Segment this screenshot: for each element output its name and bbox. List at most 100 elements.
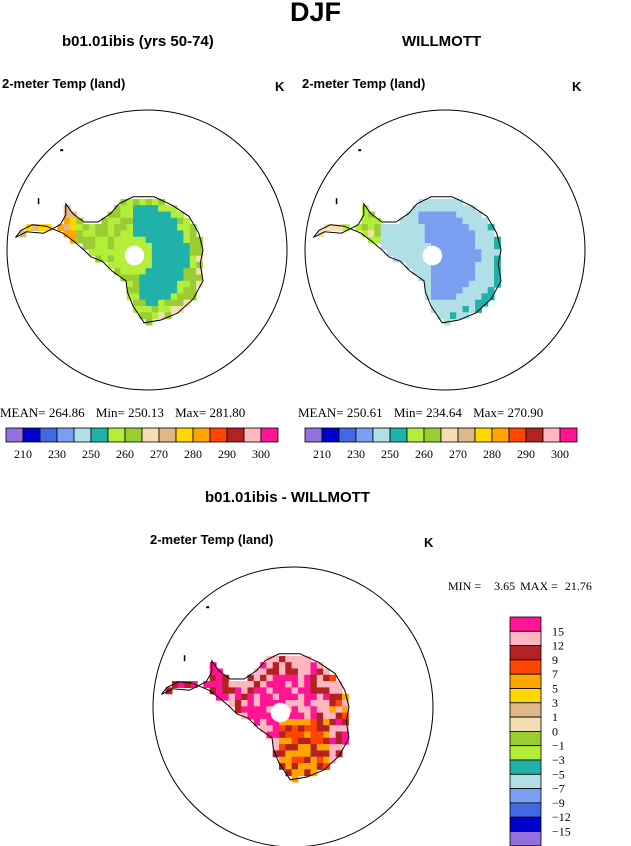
colorbar-swatch: [542, 427, 561, 443]
grid-cell: [285, 756, 293, 764]
grid-cell: [203, 681, 211, 688]
panel2-title: WILLMOTT: [402, 33, 482, 50]
grid-cell: [437, 198, 445, 206]
grid-cell: [431, 287, 438, 294]
grid-cell: [177, 249, 184, 257]
grid-cell: [101, 255, 109, 263]
grid-cell: [177, 274, 184, 282]
grid-cell: [462, 268, 470, 276]
grid-cell: [456, 306, 464, 313]
grid-cell: [164, 205, 172, 213]
grid-cell: [272, 744, 280, 751]
grid-cell: [177, 268, 184, 276]
grid-cell: [139, 236, 147, 244]
grid-cell: [285, 693, 293, 701]
grid-cell: [151, 230, 159, 238]
colorbar-swatch: [243, 427, 262, 443]
grid-cell: [145, 224, 153, 231]
grid-cell: [494, 249, 501, 257]
colorbar-swatch: [509, 745, 542, 761]
grid-cell: [487, 236, 495, 244]
grid-cell: [291, 744, 299, 751]
panel2-units: K: [572, 79, 582, 94]
grid-cell: [431, 268, 438, 276]
grid-cell: [316, 674, 324, 682]
grid-cell: [412, 249, 419, 257]
grid-cell: [431, 211, 438, 219]
colorbar-tick-label: 290: [517, 447, 535, 461]
grid-cell: [424, 280, 432, 288]
grid-cell: [323, 725, 330, 733]
grid-cell: [437, 299, 445, 307]
grid-cell: [164, 306, 172, 313]
grid-cell: [285, 668, 293, 676]
colorbar-swatch: [509, 788, 542, 804]
panel2-mean-value: 250.61: [346, 405, 383, 420]
grid-cell: [405, 261, 413, 269]
grid-cell: [279, 744, 286, 751]
grid-cell: [151, 287, 159, 294]
panel1-stats: MEAN= 264.86 Min= 250.13 Max= 281.80: [0, 405, 245, 421]
grid-cell: [374, 230, 382, 238]
grid-cell: [304, 700, 312, 707]
grid-cell: [158, 268, 166, 276]
grid-cell: [260, 693, 267, 701]
grid-cell: [399, 249, 407, 257]
grid-cell: [272, 662, 280, 670]
grid-cell: [335, 706, 343, 714]
grid-cell: [120, 274, 128, 282]
grid-cell: [487, 230, 495, 238]
grid-cell: [437, 306, 445, 313]
grid-cell: [272, 693, 280, 701]
grid-cell: [279, 687, 286, 695]
grid-cell: [170, 211, 178, 219]
grid-cell: [285, 731, 293, 739]
grid-cell: [329, 700, 337, 707]
grid-cell: [297, 662, 305, 670]
grid-cell: [164, 236, 172, 244]
grid-cell: [222, 693, 230, 701]
grid-cell: [329, 731, 337, 739]
grid-cell: [475, 255, 482, 263]
grid-cell: [291, 674, 299, 682]
grid-cell: [63, 224, 71, 231]
grid-cell: [285, 769, 293, 777]
grid-cell: [139, 224, 147, 231]
colorbar-swatch: [509, 731, 542, 747]
panel2-min-label: Min=: [393, 405, 423, 420]
grid-cell: [170, 299, 178, 307]
grid-cell: [380, 224, 388, 231]
colorbar-tick-label: 0: [552, 724, 558, 738]
grid-cell: [177, 230, 184, 238]
grid-cell: [481, 249, 489, 257]
panel3-max-label: MAX =: [520, 579, 558, 593]
grid-cell: [177, 217, 184, 225]
grid-cell: [316, 668, 324, 676]
grid-cell: [310, 750, 318, 758]
grid-cell: [101, 249, 109, 257]
grid-cell: [468, 230, 476, 238]
grid-cell: [449, 224, 457, 231]
grid-cell: [285, 674, 293, 682]
grid-cell: [120, 261, 128, 269]
grid-cell: [323, 731, 330, 739]
grid-cell: [316, 744, 324, 751]
colorbar-swatch: [509, 816, 542, 832]
panel3-min-value: 3.65: [494, 579, 516, 593]
grid-cell: [475, 268, 482, 276]
colorbar-swatch: [509, 716, 542, 732]
grid-cell: [393, 243, 401, 250]
grid-cell: [209, 681, 217, 688]
grid-cell: [222, 674, 230, 682]
grid-cell: [437, 236, 445, 244]
grid-cell: [272, 731, 280, 739]
grid-cell: [222, 687, 230, 695]
grid-cell: [431, 217, 438, 225]
grid-cell: [443, 312, 451, 320]
pole-hole: [422, 245, 443, 266]
grid-cell: [285, 718, 293, 726]
grid-cell: [145, 198, 153, 206]
grid-cell: [101, 236, 109, 244]
